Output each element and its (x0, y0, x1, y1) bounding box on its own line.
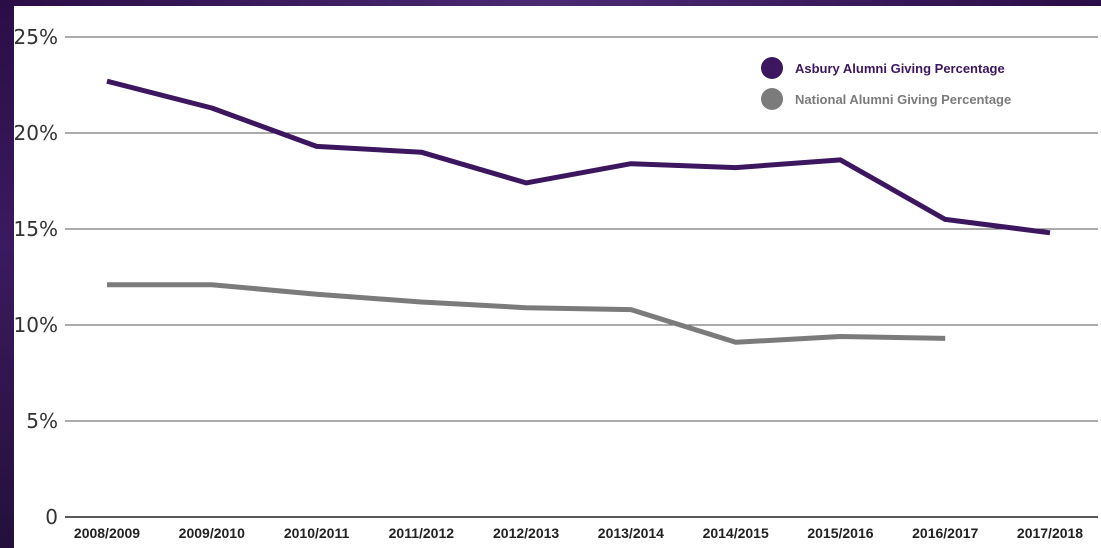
y-tick-label: 15% (14, 217, 58, 241)
legend-marker (761, 88, 783, 110)
left-border-strip (0, 0, 14, 548)
y-axis-tick-labels: 0 5% 10% 15% 20% 25% (14, 25, 58, 529)
top-border-strip (0, 0, 1101, 6)
x-tick-label: 2016/2017 (912, 525, 978, 541)
x-tick-label: 2008/2009 (74, 525, 140, 541)
legend-label: Asbury Alumni Giving Percentage (795, 61, 1005, 76)
legend-marker (761, 57, 783, 79)
legend: Asbury Alumni Giving Percentage National … (761, 57, 1011, 110)
y-tick-label: 5% (26, 409, 58, 433)
x-tick-label: 2013/2014 (598, 525, 664, 541)
x-tick-label: 2010/2011 (284, 525, 350, 541)
y-tick-label: 0 (45, 505, 58, 529)
x-tick-label: 2011/2012 (389, 525, 455, 541)
y-tick-label: 10% (14, 313, 58, 337)
series-line-asbury (106, 78, 1051, 236)
x-tick-label: 2012/2013 (493, 525, 559, 541)
x-tick-label: 2009/2010 (179, 525, 245, 541)
series-line-national (107, 282, 946, 345)
y-tick-label: 20% (14, 121, 58, 145)
legend-label: National Alumni Giving Percentage (795, 92, 1011, 107)
series-lines (106, 78, 1051, 345)
x-tick-label: 2015/2016 (807, 525, 873, 541)
x-tick-label: 2017/2018 (1017, 525, 1083, 541)
x-axis-tick-labels: 2008/2009 2009/2010 2010/2011 2011/2012 2012… (74, 525, 1083, 541)
grid-lines (65, 36, 1098, 518)
y-tick-label: 25% (14, 25, 58, 49)
x-tick-label: 2014/2015 (703, 525, 769, 541)
